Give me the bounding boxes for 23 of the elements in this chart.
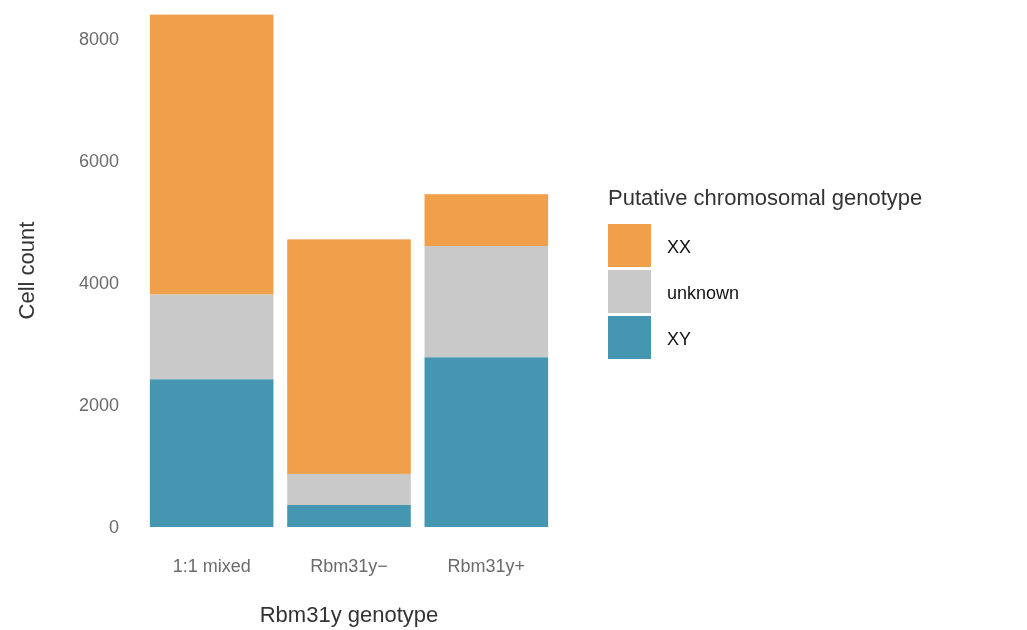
y-tick-label: 2000 xyxy=(78,395,119,416)
y-tick-label: 0 xyxy=(108,517,119,538)
bar xyxy=(149,379,274,527)
legend-label: XX xyxy=(667,237,692,257)
bar xyxy=(424,194,549,247)
y-axis-title: Cell count xyxy=(14,221,39,320)
bar xyxy=(149,14,274,295)
y-tick-label: 4000 xyxy=(78,272,119,293)
legend-title: Putative chromosomal genotype xyxy=(608,185,923,210)
bar xyxy=(287,473,411,506)
bar xyxy=(149,294,274,380)
legend-label: XY xyxy=(667,329,692,349)
x-tick-label: 1:1 mixed xyxy=(172,555,251,576)
bar xyxy=(287,239,411,474)
bar xyxy=(424,246,549,358)
bar xyxy=(287,505,411,527)
bar xyxy=(424,357,549,527)
x-axis-title: Rbm31y genotype xyxy=(259,602,439,627)
y-tick-label: 8000 xyxy=(78,28,119,49)
x-tick-label: Rbm31y− xyxy=(310,555,388,576)
legend-label: unknown xyxy=(667,283,740,303)
y-tick-label: 6000 xyxy=(78,150,119,171)
x-tick-label: Rbm31y+ xyxy=(447,555,526,576)
